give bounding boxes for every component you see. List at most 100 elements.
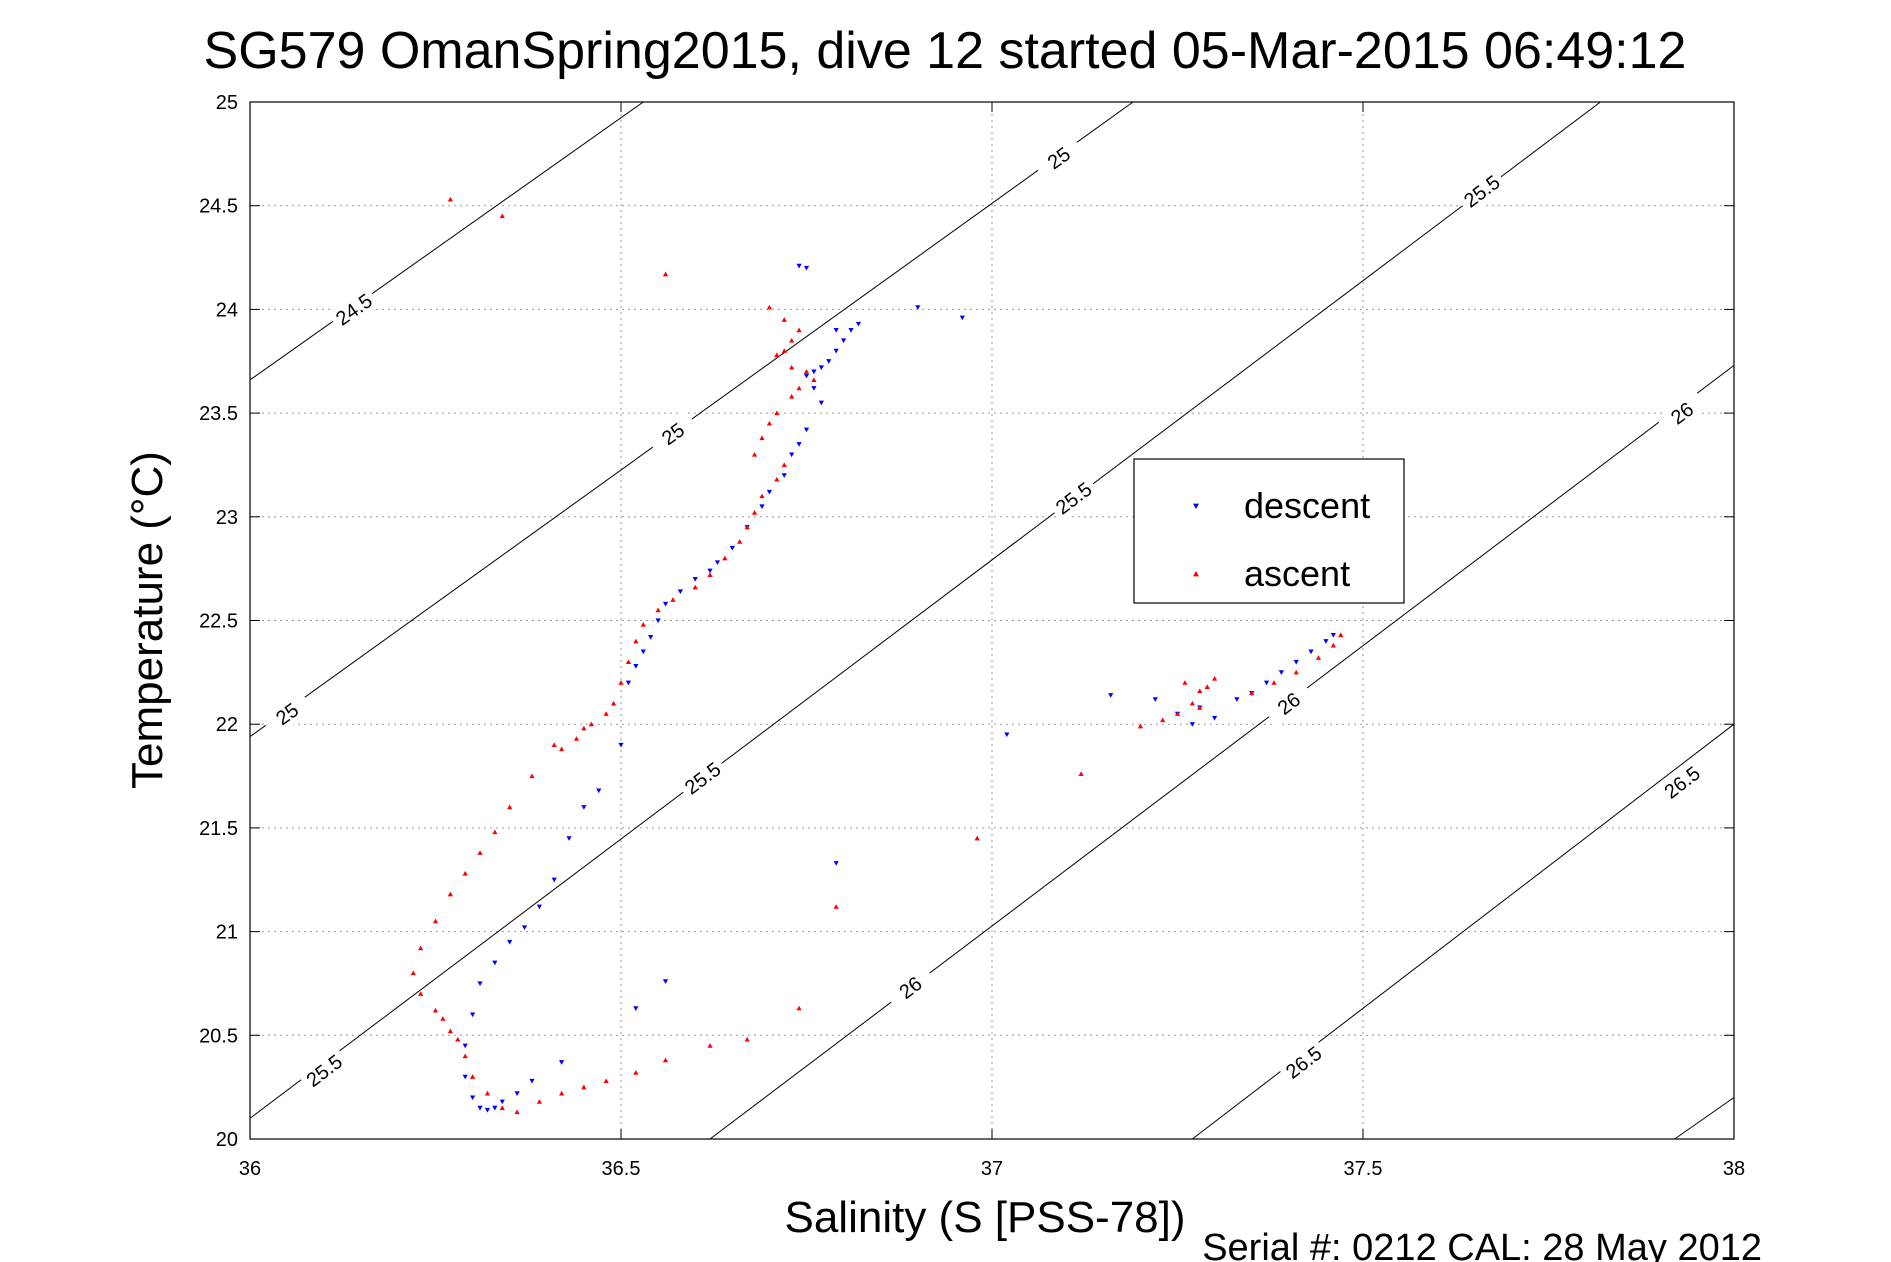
ascent-point	[774, 352, 780, 358]
descent-point	[818, 365, 824, 371]
ascent-point	[633, 638, 639, 644]
ascent-point	[722, 555, 728, 561]
contour-label-bg	[1655, 389, 1709, 438]
contour-label-bg	[1262, 679, 1316, 728]
y-tick-label: 20.5	[199, 1025, 238, 1047]
descent-point	[499, 1099, 505, 1105]
ascent-point	[1271, 680, 1277, 685]
contour-label-bg	[327, 285, 381, 334]
descent-point	[1212, 715, 1218, 721]
y-tick-label: 22.5	[199, 611, 238, 633]
ascent-point	[559, 1090, 565, 1096]
ascent-point	[1293, 669, 1299, 675]
descent-point	[855, 321, 862, 327]
descent-point	[551, 877, 557, 883]
ascent-point	[588, 721, 594, 727]
ascent-point	[499, 1105, 505, 1110]
ascent-point	[1197, 688, 1203, 694]
grid	[250, 102, 1734, 1139]
descent-point	[1330, 632, 1336, 638]
ascent-point	[692, 584, 698, 590]
y-tick-label: 24	[216, 299, 238, 321]
ascent-point	[536, 1099, 542, 1104]
ascent-point	[1174, 711, 1181, 716]
descent-point	[470, 1012, 476, 1018]
descent-point	[677, 589, 683, 595]
ascent-point	[1078, 771, 1084, 777]
ascent-point	[418, 945, 424, 951]
contour-label-bg	[1455, 167, 1509, 216]
descent-point	[470, 1095, 476, 1101]
ascent-point	[432, 918, 439, 924]
ascent-point	[1197, 705, 1203, 710]
ascent-point	[1137, 723, 1143, 729]
ascent-point	[432, 1007, 439, 1013]
descent-point	[618, 742, 624, 748]
descent-point	[492, 960, 498, 966]
descent-point	[789, 452, 795, 458]
descent-point	[655, 618, 661, 624]
descent-point	[1004, 732, 1010, 738]
contour-label-bg	[1655, 758, 1709, 807]
descent-point	[462, 1043, 468, 1049]
descent-point	[811, 386, 817, 391]
ascent-point	[751, 510, 758, 515]
ascent-point	[744, 524, 750, 530]
ascent-point	[581, 1084, 587, 1090]
ascent-point	[633, 1070, 639, 1075]
ascent-point	[603, 1078, 609, 1084]
descent-point	[833, 328, 839, 333]
ascent-point	[796, 385, 802, 391]
x-axis-label: Salinity (S [PSS-78])	[784, 1193, 1185, 1242]
ascent-point	[811, 377, 817, 382]
descent-point	[1234, 697, 1240, 702]
ascent-point	[1189, 700, 1195, 706]
ascent-point	[1330, 642, 1336, 648]
ascent-point	[803, 369, 810, 374]
legend-ascent-marker	[1193, 571, 1199, 577]
descent-point	[1189, 722, 1195, 727]
contour-label-bg	[676, 754, 730, 803]
ascent-point	[774, 476, 780, 482]
legend-ascent-label: ascent	[1244, 553, 1350, 594]
descent-point	[841, 338, 847, 344]
x-tick-label: 36	[239, 1158, 261, 1180]
ascent-point	[507, 804, 513, 810]
descent-point	[462, 1074, 468, 1080]
ascent-point	[781, 317, 787, 322]
descent-point	[633, 664, 639, 669]
descent-point	[1308, 649, 1314, 655]
descent-point	[759, 504, 765, 510]
legend-box	[1133, 458, 1405, 604]
contour-label-bg	[260, 690, 314, 738]
ascent-point	[662, 1057, 669, 1063]
density-contour-line	[709, 364, 1735, 1140]
descent-point	[781, 473, 787, 478]
y-tick-label: 21	[216, 922, 238, 944]
x-tick-label: 38	[1723, 1158, 1745, 1180]
descent-point	[1293, 659, 1299, 665]
y-tick-label: 20	[216, 1129, 238, 1151]
descent-point	[521, 925, 528, 931]
ascent-point	[1204, 684, 1210, 689]
ascent-point	[477, 850, 483, 855]
ascent-point	[707, 1043, 713, 1048]
descent-point	[633, 1006, 639, 1011]
y-tick-label: 23.5	[199, 403, 238, 425]
ascent-point	[514, 1109, 520, 1115]
ascent-point	[640, 622, 646, 627]
ascent-point	[618, 680, 624, 685]
descent-point	[507, 939, 513, 945]
ascent-point	[974, 835, 980, 841]
ascent-point	[470, 1074, 476, 1079]
descent-point	[729, 545, 735, 551]
x-tick-label: 36.5	[602, 1158, 641, 1180]
ascent-point	[484, 1090, 491, 1096]
ascent-point	[774, 410, 780, 416]
ascent-point	[1338, 632, 1344, 638]
ascent-point	[1212, 675, 1218, 681]
descent-point	[566, 836, 572, 841]
ascent-point	[789, 393, 795, 399]
descent-point	[833, 861, 839, 866]
ascent-point	[447, 891, 453, 897]
